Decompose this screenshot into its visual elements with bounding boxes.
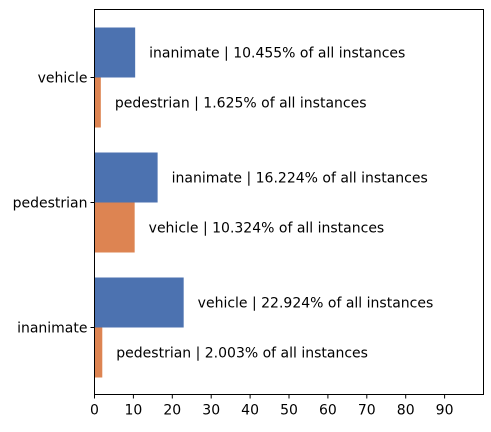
x-tick-label-80: 80 [397,403,415,419]
bar-vehicle-series-2 [94,77,101,128]
bar-label-vehicle-series-1: inanimate | 10.455% of all instances [149,46,405,62]
plot-frame [94,9,484,395]
bar-label-inanimate-series-2: pedestrian | 2.003% of all instances [116,346,368,362]
x-tick-label-60: 60 [319,403,337,419]
x-tick-label-10: 10 [124,403,142,419]
bar-label-pedestrian-series-2: vehicle | 10.324% of all instances [149,221,385,237]
x-tick-label-20: 20 [163,403,181,419]
bar-label-pedestrian-series-1: inanimate | 16.224% of all instances [172,171,428,187]
bar-vehicle-series-1 [94,27,136,78]
bar-inanimate-series-1 [94,277,184,328]
x-tick-label-0: 0 [90,403,99,419]
x-axis: 0 10 20 30 40 50 60 70 80 90 [90,394,454,419]
bars-group [94,27,184,378]
bar-labels-group: inanimate | 10.455% of all instances pede… [115,46,433,362]
y-axis: vehicle pedestrian inanimate [13,71,95,337]
y-tick-label-pedestrian: pedestrian [13,196,88,212]
x-tick-label-50: 50 [280,403,298,419]
bar-pedestrian-series-2 [94,202,135,253]
y-tick-label-inanimate: inanimate [17,321,87,337]
x-tick-label-30: 30 [202,403,220,419]
x-tick-label-90: 90 [436,403,454,419]
y-tick-label-vehicle: vehicle [38,71,88,87]
x-tick-label-40: 40 [241,403,259,419]
bar-pedestrian-series-1 [94,152,158,203]
bar-label-inanimate-series-1: vehicle | 22.924% of all instances [198,296,434,312]
bar-inanimate-series-2 [94,327,103,378]
bar-label-vehicle-series-2: pedestrian | 1.625% of all instances [115,96,367,112]
x-tick-label-70: 70 [358,403,376,419]
